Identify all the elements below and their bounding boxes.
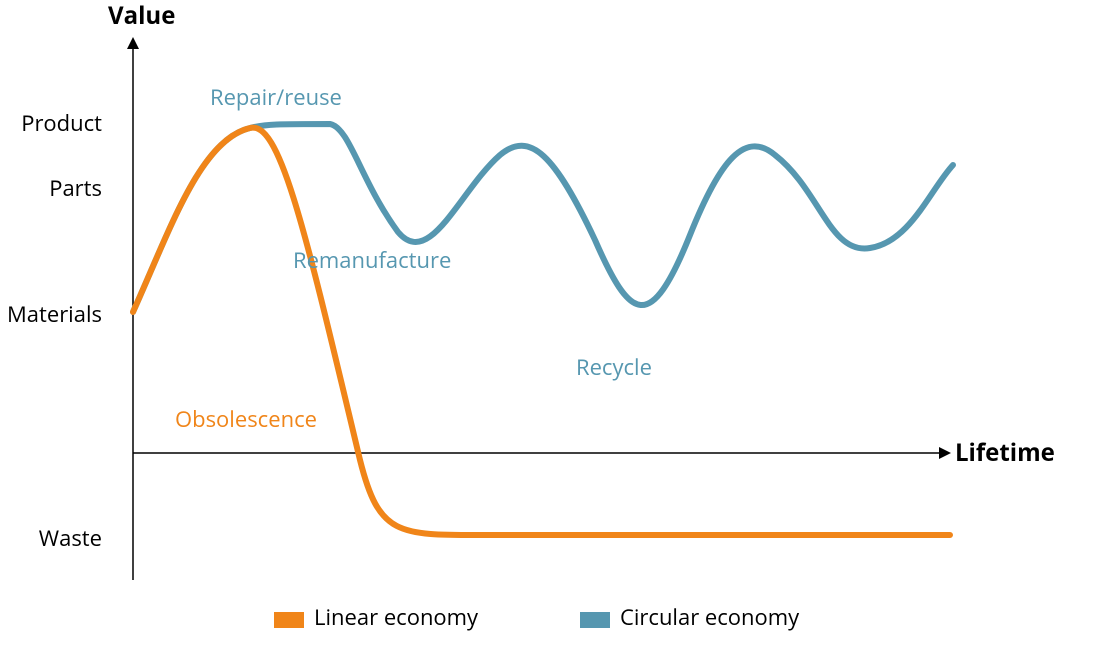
linear-economy-line [133, 128, 950, 535]
x-axis-title: Lifetime [955, 436, 1055, 469]
annotation-obsolescence: Obsolescence [175, 404, 317, 434]
y-axis-title: Value [108, 0, 175, 32]
legend-label-linear: Linear economy [314, 602, 479, 632]
chart-svg: Product Parts Materials Waste Value Life… [0, 0, 1099, 654]
economy-value-chart: Product Parts Materials Waste Value Life… [0, 0, 1099, 654]
legend: Linear economy Circular economy [274, 602, 800, 632]
legend-label-circular: Circular economy [620, 602, 800, 632]
legend-swatch-circular [580, 612, 610, 628]
y-tick-waste: Waste [39, 523, 102, 553]
y-tick-materials: Materials [7, 299, 102, 329]
legend-swatch-linear [274, 612, 304, 628]
annotation-repair-reuse: Repair/reuse [210, 82, 342, 112]
circular-economy-line [133, 124, 953, 312]
annotation-remanufacture: Remanufacture [293, 245, 451, 275]
y-tick-product: Product [21, 108, 102, 138]
annotation-recycle: Recycle [576, 352, 652, 382]
y-tick-parts: Parts [49, 173, 102, 203]
